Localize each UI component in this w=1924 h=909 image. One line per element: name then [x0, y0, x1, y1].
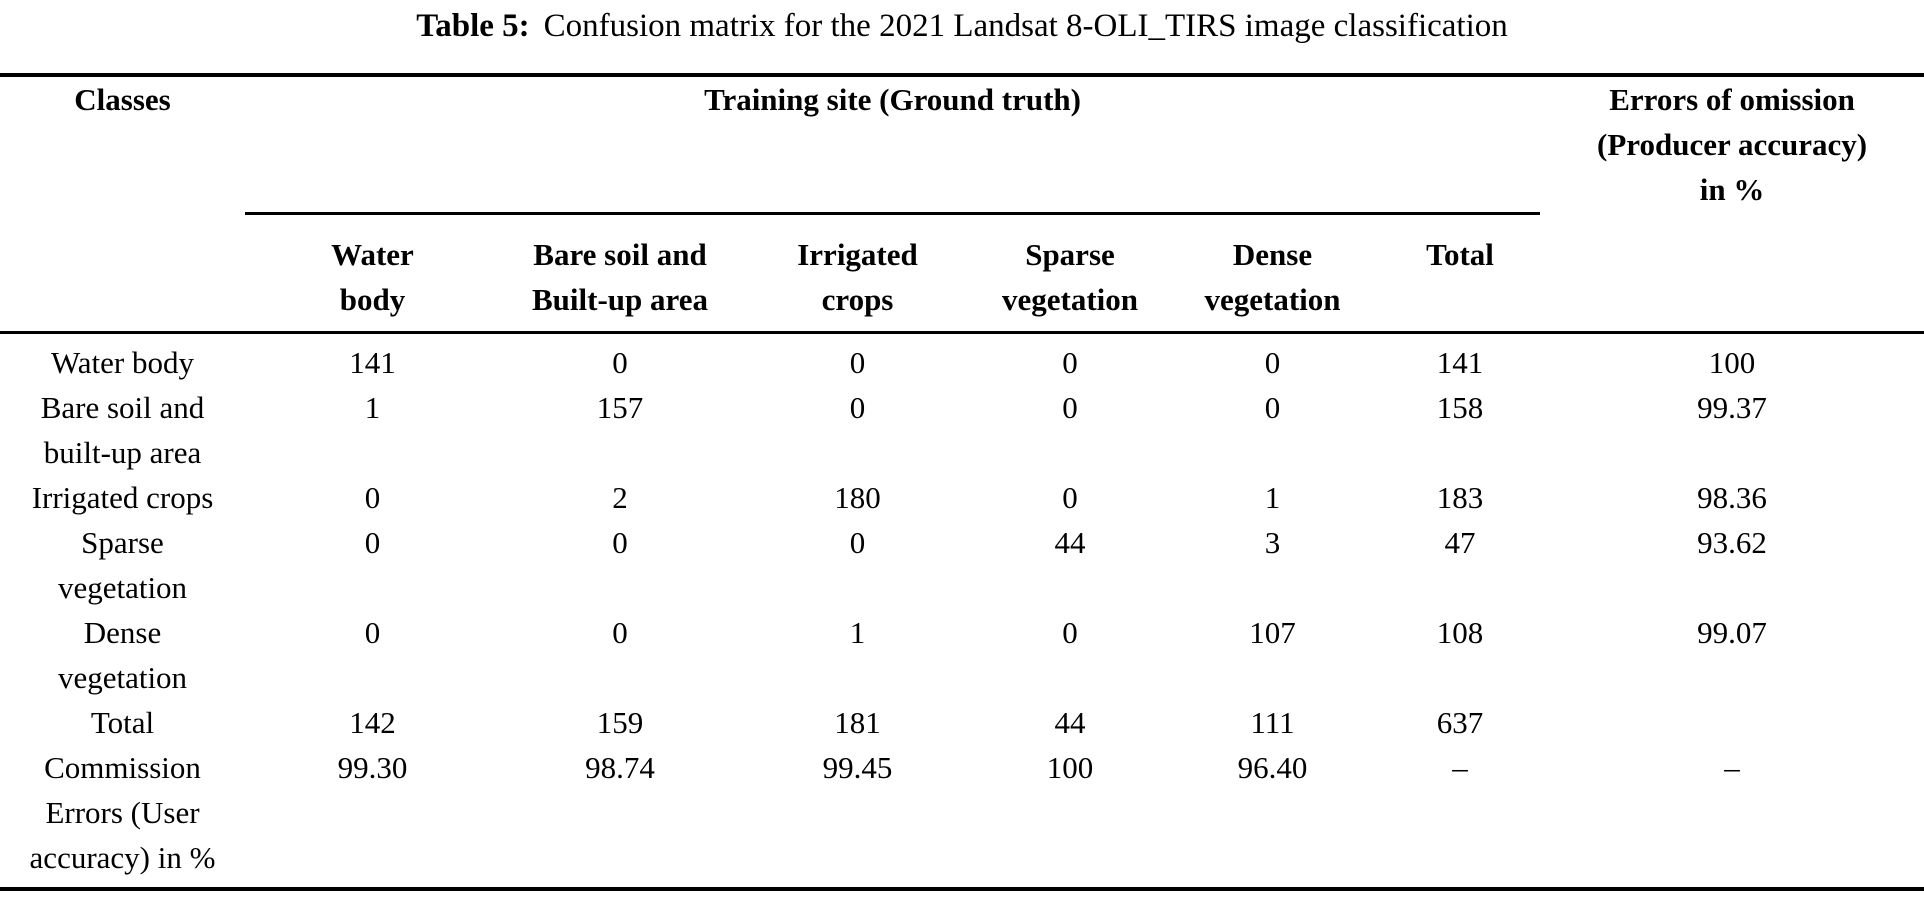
col-header-irrigated-crops: Irrigated crops: [797, 237, 918, 317]
matrix-cell: 0: [1264, 390, 1281, 425]
table-row-sparse-vegetation: Sparse vegetation 0 0 0 44 3 47 93.62: [0, 520, 1924, 610]
matrix-cell: 0: [364, 615, 381, 650]
row-label: Commission Errors (User accuracy) in %: [0, 745, 245, 891]
omission-column-header: Errors of omission (Producer accuracy) in …: [1540, 73, 1924, 212]
matrix-cell: 0: [500, 331, 740, 385]
matrix-cell: 180: [834, 480, 881, 515]
table-row-total: Total 142 159 181 44 111 637: [0, 700, 1924, 745]
matrix-cell: 181: [834, 705, 881, 740]
total-cell: 183: [1436, 480, 1484, 515]
matrix-cell: 1: [1264, 480, 1281, 515]
total-cell: –: [1380, 745, 1541, 891]
matrix-cell: 96.40: [1165, 745, 1380, 891]
partial-rule: [245, 211, 1541, 215]
matrix-cell: 0: [612, 615, 628, 650]
matrix-cell: 99.45: [740, 745, 975, 891]
header-row-groups: Classes Training site (Ground truth) Err…: [0, 73, 1924, 212]
matrix-cell: 141: [245, 331, 500, 385]
matrix-cell: 0: [364, 480, 381, 515]
matrix-cell: 1: [849, 615, 866, 650]
total-cell: 108: [1436, 615, 1484, 650]
table-caption: Table 5: Confusion matrix for the 2021 La…: [0, 0, 1924, 47]
row-label: Sparse vegetation: [57, 525, 188, 605]
omission-cell: 99.07: [1697, 615, 1767, 650]
omission-cell: –: [1540, 745, 1924, 891]
matrix-cell: 100: [975, 745, 1165, 891]
matrix-cell: 2: [612, 480, 628, 515]
matrix-cell: 0: [740, 331, 975, 385]
row-label: Irrigated crops: [31, 480, 214, 515]
table-row-water-body: Water body 141 0 0 0 0 141 100: [0, 331, 1924, 385]
total-cell: 637: [1436, 705, 1484, 740]
matrix-cell: 0: [1165, 331, 1380, 385]
table-caption-number: Table 5:: [416, 8, 530, 44]
omission-cell: 100: [1540, 331, 1924, 385]
confusion-matrix-table: Classes Training site (Ground truth) Err…: [0, 73, 1924, 891]
row-label: Bare soil and built-up area: [40, 390, 205, 470]
total-cell: 141: [1380, 331, 1541, 385]
matrix-cell: 0: [849, 525, 866, 560]
col-header-dense-vegetation: Dense vegetation: [1204, 237, 1341, 317]
partial-rule-row: [0, 211, 1924, 215]
matrix-cell: 157: [596, 390, 644, 425]
omission-cell: [1540, 700, 1924, 745]
table-row-dense-vegetation: Dense vegetation 0 0 1 0 107 108 99.07: [0, 610, 1924, 700]
matrix-cell: 0: [1062, 390, 1078, 425]
matrix-cell: 0: [1062, 615, 1078, 650]
omission-cell: 93.62: [1697, 525, 1767, 560]
row-label: Dense vegetation: [57, 615, 188, 695]
total-cell: 158: [1436, 390, 1484, 425]
matrix-cell: 44: [1054, 705, 1086, 740]
matrix-cell: 1: [364, 390, 381, 425]
ground-truth-group-header: Training site (Ground truth): [245, 73, 1541, 212]
table-row-irrigated-crops: Irrigated crops 0 2 180 0 1 183 98.36: [0, 475, 1924, 520]
total-cell: 47: [1444, 525, 1476, 560]
col-header-sparse-vegetation: Sparse vegetation: [1001, 237, 1139, 317]
omission-cell: 99.37: [1697, 390, 1767, 425]
matrix-cell: 159: [596, 705, 644, 740]
table-caption-text: Confusion matrix for the 2021 Landsat 8-…: [543, 8, 1508, 44]
matrix-cell: 0: [364, 525, 381, 560]
matrix-cell: 98.74: [500, 745, 740, 891]
matrix-cell: 0: [849, 390, 866, 425]
matrix-cell: 0: [1062, 480, 1078, 515]
omission-cell: 98.36: [1697, 480, 1767, 515]
matrix-cell: 0: [612, 525, 628, 560]
col-header-water-body: Water body: [331, 237, 414, 317]
row-label: Water body: [0, 331, 245, 385]
col-header-bare-soil: Bare soil and Built-up area: [532, 237, 708, 317]
classes-header: Classes: [0, 73, 245, 212]
matrix-cell: 107: [1249, 615, 1296, 650]
matrix-cell: 44: [1054, 525, 1086, 560]
col-header-total: Total: [1426, 237, 1494, 272]
omission-header-spacer: [1540, 214, 1924, 333]
header-row-classes: Water body Bare soil and Built-up area Irr…: [0, 214, 1924, 333]
classes-header-spacer: [0, 214, 245, 333]
table-row-commission-errors: Commission Errors (User accuracy) in % 99.…: [0, 745, 1924, 891]
row-label: Total: [90, 705, 155, 740]
table-row-bare-soil: Bare soil and built-up area 1 157 0 0 0 1…: [0, 385, 1924, 475]
matrix-cell: 0: [975, 331, 1165, 385]
matrix-cell: 142: [349, 705, 396, 740]
matrix-cell: 111: [1250, 705, 1295, 740]
matrix-cell: 99.30: [245, 745, 500, 891]
matrix-cell: 3: [1264, 525, 1281, 560]
